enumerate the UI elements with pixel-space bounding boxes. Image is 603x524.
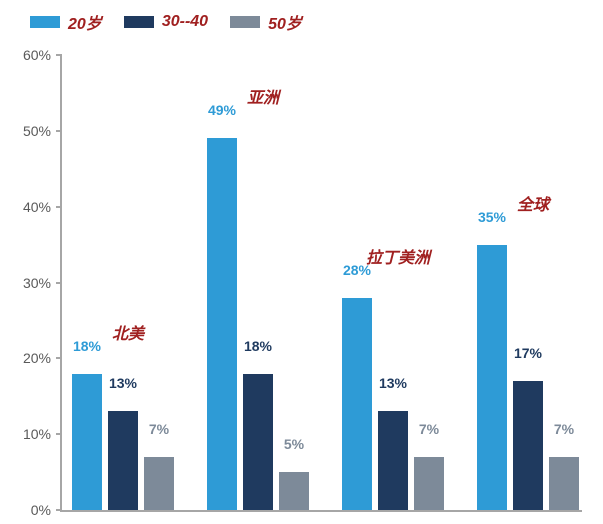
- y-axis-label: 30%: [1, 275, 51, 291]
- bar-value-label: 18%: [238, 338, 278, 354]
- bar-value-label: 5%: [274, 436, 314, 452]
- group-label: 北美: [68, 320, 188, 344]
- y-axis-label: 0%: [1, 502, 51, 518]
- bar: [378, 411, 408, 510]
- y-axis-label: 60%: [1, 47, 51, 63]
- plot-area: 18%13%7%北美49%18%5%亚洲28%13%7%拉丁美洲35%17%7%…: [60, 55, 582, 512]
- legend-item-0: 20岁: [30, 10, 102, 34]
- legend-swatch: [230, 16, 260, 28]
- bar-value-label: 17%: [508, 345, 548, 361]
- legend-label: 30--40: [162, 13, 208, 31]
- y-tick: [56, 282, 62, 284]
- legend-swatch: [124, 16, 154, 28]
- legend-item-1: 30--40: [124, 13, 208, 31]
- bar-value-label: 7%: [544, 421, 584, 437]
- bar-group: 49%18%5%亚洲: [207, 55, 317, 510]
- bar-group: 35%17%7%全球: [477, 55, 587, 510]
- bar: [72, 374, 102, 511]
- bar-value-label: 7%: [139, 421, 179, 437]
- bar: [513, 381, 543, 510]
- bar: [279, 472, 309, 510]
- bar-group: 28%13%7%拉丁美洲: [342, 55, 452, 510]
- bar-value-label: 13%: [373, 375, 413, 391]
- group-label: 全球: [473, 191, 593, 215]
- y-axis-label: 40%: [1, 199, 51, 215]
- y-tick: [56, 433, 62, 435]
- bar: [243, 374, 273, 511]
- bar: [414, 457, 444, 510]
- y-tick: [56, 54, 62, 56]
- legend-label: 50岁: [268, 10, 302, 34]
- age-region-bar-chart: 20岁30--4050岁 18%13%7%北美49%18%5%亚洲28%13%7…: [0, 0, 603, 524]
- bar: [108, 411, 138, 510]
- group-label: 拉丁美洲: [338, 244, 458, 268]
- bar: [477, 245, 507, 510]
- y-tick: [56, 206, 62, 208]
- legend-swatch: [30, 16, 60, 28]
- bar-value-label: 7%: [409, 421, 449, 437]
- y-tick: [56, 509, 62, 511]
- y-tick: [56, 357, 62, 359]
- y-axis-label: 50%: [1, 123, 51, 139]
- y-axis-label: 10%: [1, 426, 51, 442]
- y-axis-label: 20%: [1, 350, 51, 366]
- bar: [207, 138, 237, 510]
- bar: [549, 457, 579, 510]
- bar-group: 18%13%7%北美: [72, 55, 182, 510]
- group-label: 亚洲: [203, 84, 323, 108]
- legend-label: 20岁: [68, 10, 102, 34]
- legend-item-2: 50岁: [230, 10, 302, 34]
- bar-value-label: 13%: [103, 375, 143, 391]
- bar: [144, 457, 174, 510]
- y-tick: [56, 130, 62, 132]
- legend: 20岁 30--40 50岁: [30, 10, 302, 34]
- bar: [342, 298, 372, 510]
